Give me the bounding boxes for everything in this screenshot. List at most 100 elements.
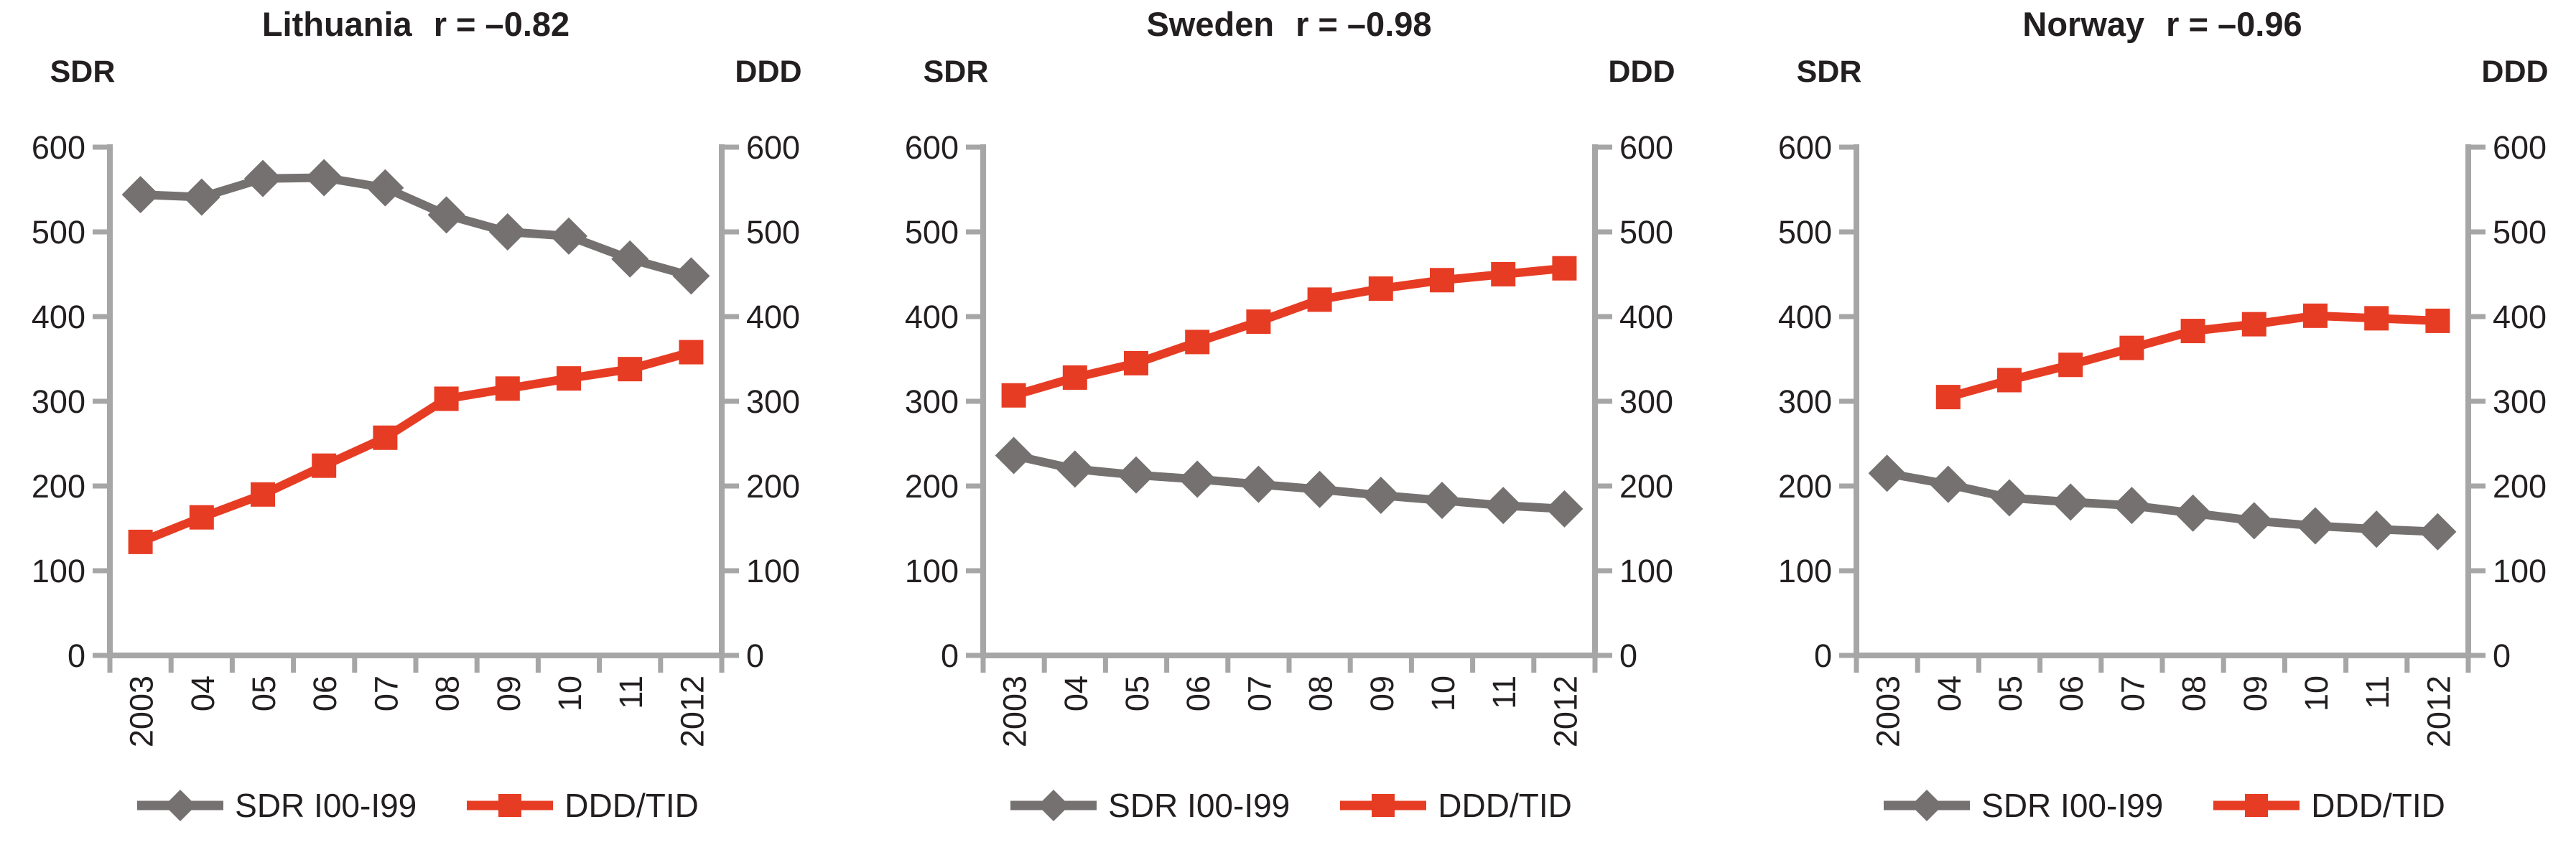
y-tick-label-right: 300 [1619, 383, 1673, 420]
chart-title: Lithuania r = –0.82 [81, 4, 750, 44]
legend-marker-square-icon [1372, 794, 1395, 817]
y-tick-label-left: 500 [1778, 214, 1832, 251]
x-category-label: 07 [368, 676, 404, 711]
x-category-label: 09 [2237, 676, 2274, 711]
series-marker-ddd-tid [1246, 309, 1271, 335]
series-marker-ddd-tid [2241, 312, 2266, 337]
correlation-label: r = –0.96 [2166, 5, 2302, 43]
y-tick-label-right: 100 [1619, 553, 1673, 589]
series-marker-ddd-tid [495, 376, 520, 401]
legend-marker-diamond-icon [164, 790, 197, 821]
legend-item-sdr-i00-i99: SDR I00-I99 [1006, 782, 1290, 828]
x-category-label: 06 [2053, 676, 2090, 711]
y-tick-label-left: 500 [905, 214, 959, 251]
chart-title-country: Norway [2022, 5, 2145, 43]
y-tick-label-left: 600 [905, 129, 959, 166]
legend-label-ddd-tid: DDD/TID [2311, 787, 2445, 824]
series-line-ddd-tid [139, 347, 693, 546]
legend-item-sdr-i00-i99: SDR I00-I99 [1879, 782, 2163, 828]
series-marker-sdr-i00-i99 [1056, 450, 1094, 488]
x-category-label: 11 [613, 676, 649, 709]
series-marker-ddd-tid [1185, 330, 1210, 355]
y-tick-label-left: 400 [905, 299, 959, 335]
legend-label-ddd-tid: DDD/TID [564, 787, 699, 824]
y-tick-label-left: 300 [32, 383, 85, 420]
series-marker-sdr-i00-i99 [488, 213, 526, 251]
y-tick-label-right: 200 [746, 468, 800, 505]
y-tick-label-left: 600 [1778, 129, 1832, 166]
series-marker-sdr-i00-i99 [121, 176, 159, 214]
series-marker-sdr-i00-i99 [1117, 456, 1155, 494]
y-tick-label-left: 0 [1814, 637, 1832, 674]
series-marker-ddd-tid [1124, 350, 1148, 375]
x-category-label: 10 [2298, 676, 2335, 711]
series-marker-ddd-tid [2180, 319, 2205, 344]
series-marker-sdr-i00-i99 [244, 159, 282, 197]
series-marker-ddd-tid [2425, 308, 2450, 333]
x-category-label: 2003 [1870, 676, 1907, 747]
legend-swatch-sdr-i00-i99 [1884, 790, 1971, 821]
series-marker-ddd-tid [1491, 262, 1516, 286]
series-marker-ddd-tid [1935, 385, 1961, 410]
y-tick-label-right: 0 [1619, 637, 1637, 674]
chart-panel-norway: Norway r = –0.96 SDR DDD 0 0 100 100 200 200 30… [1747, 0, 2576, 855]
series-marker-sdr-i00-i99 [1991, 479, 2028, 517]
legend-swatch-ddd-tid [2213, 794, 2300, 817]
series-marker-ddd-tid [312, 453, 337, 478]
right-axis-title: DDD [735, 55, 802, 89]
x-category-label: 04 [1931, 676, 1968, 711]
series-marker-sdr-i00-i99 [427, 196, 465, 234]
legend-marker-square-icon [498, 794, 522, 817]
series-marker-ddd-tid [1307, 287, 1332, 312]
series-marker-sdr-i00-i99 [550, 217, 587, 255]
y-tick-label-left: 400 [32, 299, 85, 335]
series-marker-sdr-i00-i99 [1929, 465, 1967, 503]
x-category-label: 04 [185, 676, 221, 711]
series-marker-ddd-tid [1001, 383, 1026, 408]
series-marker-sdr-i00-i99 [1362, 476, 1400, 514]
series-marker-sdr-i00-i99 [1545, 490, 1584, 528]
x-category-label: 08 [429, 676, 466, 711]
y-tick-label-left: 300 [1778, 383, 1832, 420]
y-tick-label-right: 300 [2493, 383, 2547, 420]
series-marker-sdr-i00-i99 [2297, 507, 2334, 545]
series-marker-sdr-i00-i99 [2235, 502, 2273, 540]
y-tick-label-left: 200 [1778, 468, 1832, 505]
series-marker-sdr-i00-i99 [995, 436, 1033, 475]
y-tick-label-left: 500 [32, 214, 85, 251]
chart-title-country: Sweden [1146, 5, 1275, 43]
series-marker-sdr-i00-i99 [672, 257, 710, 295]
series-marker-ddd-tid [679, 340, 704, 365]
legend-item-ddd-tid: DDD/TID [1336, 782, 1572, 828]
y-tick-label-left: 400 [1778, 299, 1832, 335]
x-category-label: 07 [1241, 676, 1278, 711]
y-tick-label-right: 300 [746, 383, 800, 420]
y-tick-label-right: 600 [2493, 129, 2547, 166]
series-marker-sdr-i00-i99 [2419, 513, 2457, 551]
series-marker-sdr-i00-i99 [1868, 454, 1906, 492]
legend-swatch-sdr-i00-i99 [1010, 790, 1097, 821]
x-category-label: 05 [1119, 676, 1156, 711]
series-marker-ddd-tid [1368, 276, 1393, 302]
series-marker-ddd-tid [2303, 303, 2328, 328]
y-tick-label-right: 500 [746, 214, 800, 251]
series-marker-sdr-i00-i99 [305, 159, 343, 197]
series-marker-sdr-i00-i99 [1178, 460, 1217, 498]
x-category-label: 05 [1992, 676, 2029, 711]
x-category-label: 2012 [674, 676, 710, 747]
series-marker-ddd-tid [2058, 352, 2083, 378]
legend-swatch-ddd-tid [1340, 794, 1427, 817]
x-category-label: 08 [2176, 676, 2213, 711]
y-tick-label-left: 0 [941, 637, 959, 674]
series-marker-ddd-tid [434, 386, 459, 411]
series-marker-ddd-tid [1062, 365, 1087, 390]
series-marker-ddd-tid [189, 505, 214, 530]
x-category-label: 06 [1180, 676, 1217, 711]
x-category-label: 09 [490, 676, 527, 711]
x-category-label: 2003 [997, 676, 1033, 747]
left-axis-title: SDR [50, 55, 116, 89]
y-tick-label-left: 600 [32, 129, 85, 166]
legend-item-ddd-tid: DDD/TID [2209, 782, 2445, 828]
x-category-label: 2003 [124, 676, 160, 747]
